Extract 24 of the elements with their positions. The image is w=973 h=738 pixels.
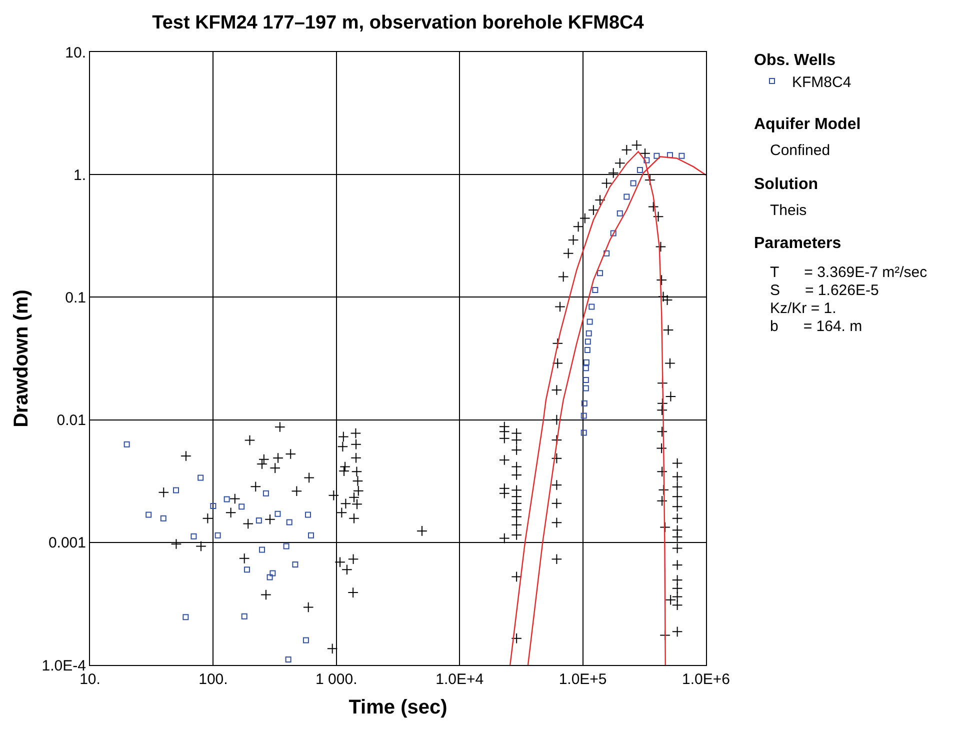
y-tick-label: 0.01 xyxy=(56,412,86,430)
text: Aquifer Model xyxy=(754,116,861,133)
text: S = 1.626E-5 xyxy=(770,282,879,299)
y-axis-title: Drawdown (m) xyxy=(10,290,32,428)
x-tick-label: 100. xyxy=(198,671,228,688)
text: T = 3.369E-7 m²/sec xyxy=(770,264,928,281)
x-axis-title: Time (sec) xyxy=(348,696,448,718)
text: Kz/Kr = 1. xyxy=(770,300,836,317)
legend-label: KFM8C4 xyxy=(792,74,852,91)
x-tick-label: 1 000. xyxy=(316,671,358,688)
y-tick-label: 1. xyxy=(73,166,86,184)
x-tick-label: 1.0E+5 xyxy=(558,671,607,688)
legend-title: Obs. Wells xyxy=(754,52,836,69)
text: Confined xyxy=(770,142,830,159)
y-tick-label: 0.1 xyxy=(65,289,86,306)
text: b = 164. m xyxy=(770,318,862,335)
y-tick-label: 10. xyxy=(65,44,86,62)
y-tick-label: 0.001 xyxy=(48,534,86,552)
text: Theis xyxy=(770,202,807,219)
x-tick-label: 1.0E+4 xyxy=(436,671,484,688)
text: Parameters xyxy=(754,235,842,252)
chart-title: Test KFM24 177–197 m, observation borehole KFM8C4 xyxy=(152,12,644,34)
text: Solution xyxy=(754,176,818,193)
x-tick-label: 1.0E+6 xyxy=(682,671,730,688)
